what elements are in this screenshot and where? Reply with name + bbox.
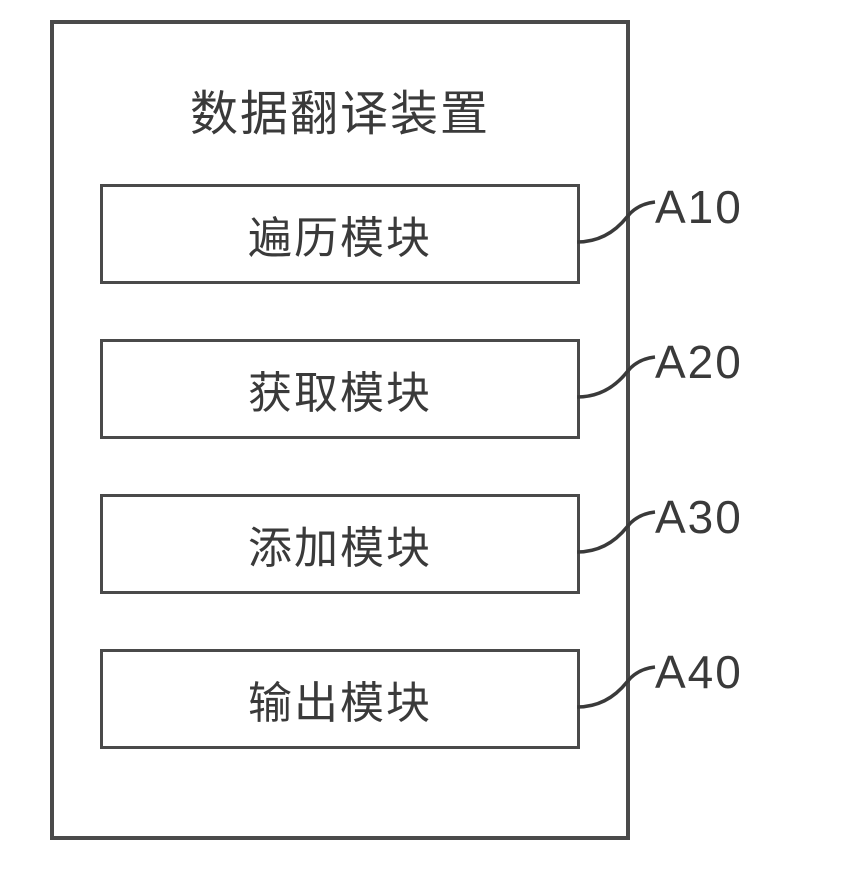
module-label: 遍历模块 (248, 202, 432, 266)
module-acquire: 获取模块 A20 (100, 339, 580, 439)
device-outer-box: 数据翻译装置 遍历模块 A10 获取模块 A20 添加模块 A30 输出模块 (50, 20, 630, 840)
module-traversal: 遍历模块 A10 (100, 184, 580, 284)
leader-line-icon (577, 502, 657, 562)
leader-line-icon (577, 192, 657, 252)
module-label: 添加模块 (248, 512, 432, 576)
leader-line-icon (577, 657, 657, 717)
module-add: 添加模块 A30 (100, 494, 580, 594)
module-ref-label: A10 (655, 180, 743, 234)
module-ref-label: A20 (655, 335, 743, 389)
diagram-title: 数据翻译装置 (190, 74, 490, 144)
module-output: 输出模块 A40 (100, 649, 580, 749)
diagram-container: 数据翻译装置 遍历模块 A10 获取模块 A20 添加模块 A30 输出模块 (50, 20, 810, 853)
module-ref-label: A40 (655, 645, 743, 699)
leader-line-icon (577, 347, 657, 407)
module-label: 输出模块 (248, 667, 432, 731)
module-ref-label: A30 (655, 490, 743, 544)
module-label: 获取模块 (248, 357, 432, 421)
